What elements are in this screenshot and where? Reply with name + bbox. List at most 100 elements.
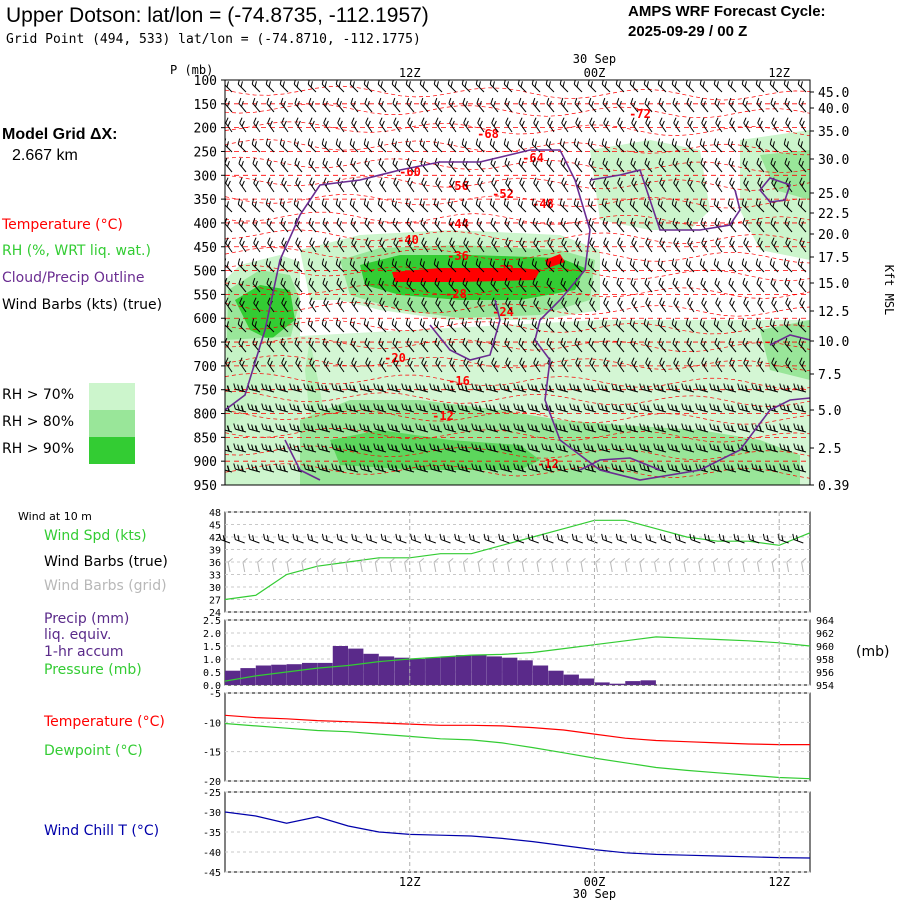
wind-barb [757, 117, 765, 133]
wind-barb [569, 463, 583, 473]
sfc-wind-barb-true [351, 533, 363, 544]
wind-barb [307, 80, 317, 93]
wind-barb [602, 217, 611, 233]
wind-barb [699, 198, 709, 213]
wind-barb [503, 198, 513, 213]
wind-barb [317, 383, 331, 393]
wind-barb [527, 383, 541, 393]
legend-rh: RH (%, WRT liq. wat.) [2, 243, 151, 259]
wind-barb [639, 443, 653, 453]
wind-barb [391, 80, 401, 93]
wind-barb [569, 423, 583, 433]
wind-barb [700, 337, 709, 353]
wind-barb [419, 138, 429, 153]
wind-barb [601, 258, 611, 273]
wind-barb [393, 177, 401, 193]
wind-barb [420, 217, 429, 233]
pressure-tick-label: 450 [194, 241, 217, 256]
wind-barb [756, 97, 765, 113]
wind-barb [233, 443, 247, 453]
wind-barb [686, 157, 695, 173]
precip-bar [440, 656, 456, 685]
wind-barb [728, 97, 737, 113]
wind-barb [547, 117, 555, 133]
temperature-contour [225, 85, 810, 101]
legend-wind-spd: Wind Spd (kts) [44, 528, 147, 544]
wind-barb [294, 157, 303, 173]
wind-barb [519, 177, 527, 193]
precip-tick-label: 0.0 [203, 681, 221, 692]
wind-barb [251, 258, 261, 273]
wind-barb [659, 117, 667, 133]
sfc-wind-barb-true [277, 533, 289, 544]
precip-bar [378, 656, 395, 685]
wind-barb [303, 423, 317, 433]
wind-barb [391, 198, 401, 213]
wind-barb [337, 177, 345, 193]
wind-barb [379, 357, 387, 373]
rh-fields [225, 130, 810, 485]
wind-barb [379, 177, 387, 193]
precip-bar [425, 657, 441, 685]
wind-barb [513, 383, 527, 393]
wind-barb [421, 357, 429, 373]
height-tick-label: 0.39 [818, 479, 849, 494]
wind-barb [307, 138, 317, 153]
chill-panel: -45 -40 -35 -30 -25 [203, 788, 811, 879]
wind-barb [541, 463, 555, 473]
temperature-contour [225, 302, 810, 317]
wind-barb [462, 97, 471, 113]
sfc-wind-barb-grid [418, 557, 425, 573]
wind-barb [415, 443, 429, 453]
wind-barb [406, 217, 415, 233]
precip-bar [332, 646, 349, 685]
wind-barb [597, 403, 611, 413]
temperature-contour [225, 372, 810, 390]
wind-barb [435, 357, 443, 373]
wind-barb [392, 217, 401, 233]
wind-barb [448, 97, 457, 113]
wind-barb [253, 297, 261, 313]
wind-barb [457, 423, 471, 433]
wind-barb [560, 337, 569, 353]
wind-barb [225, 117, 233, 133]
wind-barb [597, 443, 611, 453]
sfc-wind-barb-grid [271, 557, 278, 573]
height-tick-label: 15.0 [818, 277, 849, 292]
wind-barb [681, 403, 695, 413]
pressure-tick-label: 650 [194, 336, 217, 351]
wind-barb [519, 357, 527, 373]
wind-barb [265, 198, 275, 213]
wind-barb [573, 258, 583, 273]
wind-barb [378, 337, 387, 353]
wind-barb [434, 337, 443, 353]
wind-barb [447, 80, 457, 93]
wind-barb [461, 138, 471, 153]
wind-barb [695, 383, 709, 393]
wind-barb [275, 403, 289, 413]
wind-barb [513, 403, 527, 413]
wind-barb [617, 357, 625, 373]
wind-barb [743, 177, 751, 193]
legend-precip-2: liq. equiv. [44, 627, 112, 643]
wind-barb [405, 318, 415, 333]
wind-barb [589, 117, 597, 133]
legend-cloud-outline: Cloud/Precip Outline [2, 270, 145, 286]
wind-barb [457, 403, 471, 413]
wind-barb [793, 423, 807, 433]
wind-barb [617, 177, 625, 193]
wind-barb [461, 198, 471, 213]
wind-barb [238, 157, 247, 173]
wind-barb [644, 277, 653, 293]
sfc-wind-barb-grid [404, 557, 410, 573]
wind-barb [573, 138, 583, 153]
wind-barb [695, 403, 709, 413]
wind-barb [309, 117, 317, 133]
sfc-wind-barb-true [454, 533, 466, 544]
wind-barb [723, 383, 737, 393]
wind-barb [657, 258, 667, 273]
wind-barb [546, 277, 555, 293]
wind-barb [364, 217, 373, 233]
precip-bar [394, 657, 410, 685]
wind-barb [793, 443, 807, 453]
